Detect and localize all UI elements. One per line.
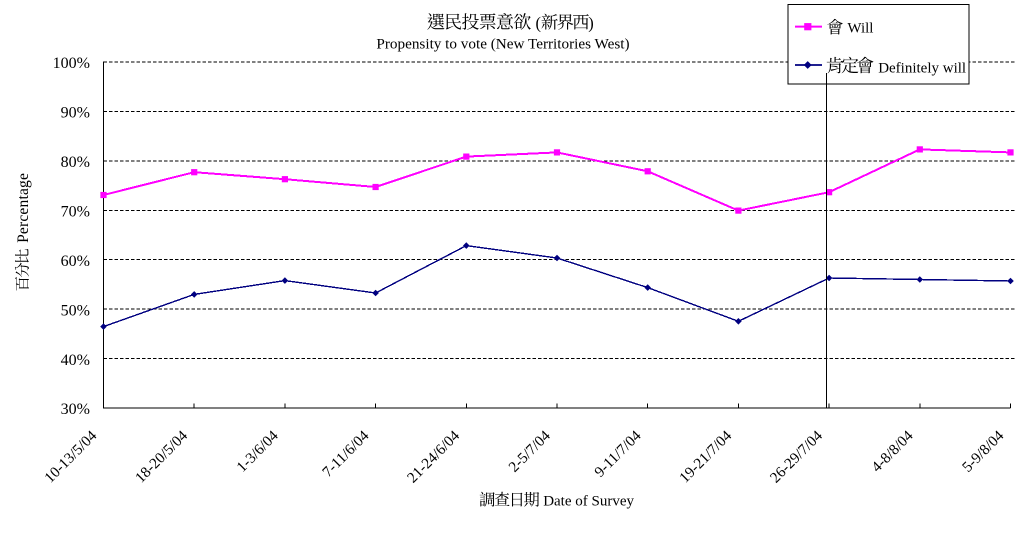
svg-text:Date of Survey: Date of Survey xyxy=(543,493,634,509)
svg-text:): ) xyxy=(588,13,594,32)
svg-text:50%: 50% xyxy=(61,302,90,319)
svg-text:80%: 80% xyxy=(61,154,90,171)
svg-text:70%: 70% xyxy=(61,203,90,220)
svg-text:60%: 60% xyxy=(61,253,90,270)
svg-text:Definitely will: Definitely will xyxy=(878,60,966,76)
svg-text:Will: Will xyxy=(847,21,873,37)
svg-text:Propensity to vote (New Territ: Propensity to vote (New Territories West… xyxy=(376,35,629,52)
svg-text:40%: 40% xyxy=(61,352,90,369)
svg-text:(: ( xyxy=(536,13,542,32)
svg-text:Percentage: Percentage xyxy=(15,173,32,243)
svg-text:100%: 100% xyxy=(53,55,90,72)
svg-text:30%: 30% xyxy=(61,401,90,418)
svg-text:90%: 90% xyxy=(61,105,90,122)
